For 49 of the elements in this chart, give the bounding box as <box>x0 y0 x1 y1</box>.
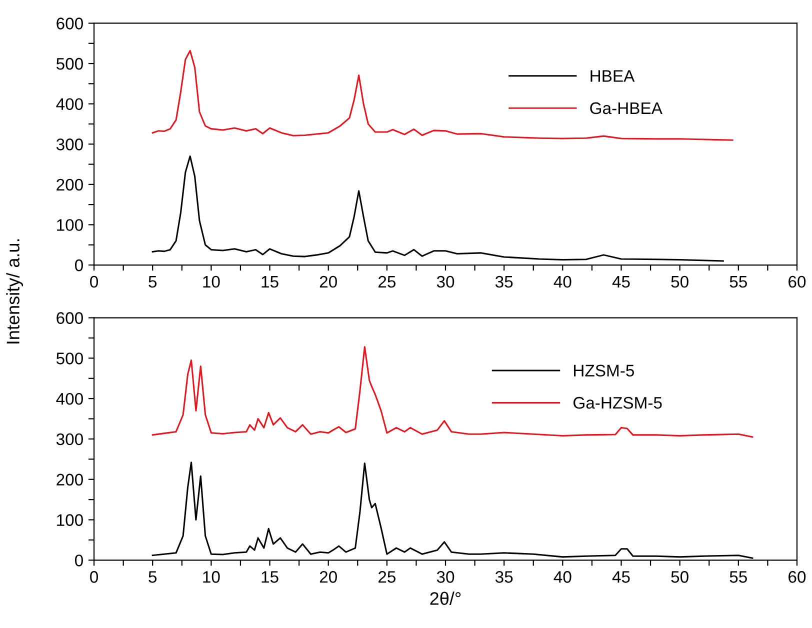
x-tick-label: 40 <box>554 276 572 288</box>
x-tick-label: 10 <box>203 276 220 288</box>
y-tick-label: 100 <box>57 514 83 526</box>
y-tick-label: 400 <box>56 392 83 405</box>
y-tick-label: 200 <box>56 178 83 191</box>
legend-label: Ga-HZSM-5 <box>574 396 662 409</box>
y-tick-label: 200 <box>56 474 83 486</box>
x-tick-label: 40 <box>554 571 572 583</box>
x-tick-label: 0 <box>90 571 98 583</box>
x-tick-label: 60 <box>788 571 806 583</box>
line-series <box>152 155 724 262</box>
y-axis-title: Intensity/ a.u. <box>6 239 24 344</box>
x-tick-label: 10 <box>203 571 220 583</box>
line-series <box>152 346 754 438</box>
y-tick-label: 100 <box>57 219 83 231</box>
x-tick-label: 15 <box>262 276 278 288</box>
legend-label: HBEA <box>590 70 635 82</box>
line-series <box>152 50 734 141</box>
x-tick-label: 25 <box>378 571 396 583</box>
x-tick-label: 30 <box>436 571 454 583</box>
x-tick-label: 55 <box>730 571 747 583</box>
y-tick-label: 500 <box>56 352 83 364</box>
legend-label: Ga-HBEA <box>590 102 662 114</box>
x-tick-label: 25 <box>378 276 396 288</box>
x-tick-label: 0 <box>90 276 98 288</box>
x-tick-label: 5 <box>148 276 157 288</box>
x-tick-label: 45 <box>612 276 630 288</box>
x-tick-label: 45 <box>612 571 630 583</box>
y-tick-label: 0 <box>74 554 83 566</box>
x-tick-label: 15 <box>262 571 278 583</box>
y-tick-label: 0 <box>74 259 83 272</box>
y-tick-label: 600 <box>56 18 83 30</box>
y-tick-label: 300 <box>56 433 83 446</box>
x-tick-label: 50 <box>671 571 688 583</box>
x-tick-label: 35 <box>495 276 513 288</box>
x-tick-label: 20 <box>320 571 337 583</box>
x-tick-label: 35 <box>495 571 513 583</box>
y-tick-label: 500 <box>56 58 83 70</box>
x-tick-label: 55 <box>730 276 747 288</box>
y-tick-label: 600 <box>56 312 83 324</box>
x-tick-label: 20 <box>320 276 337 288</box>
legend-label: HZSM-5 <box>574 364 634 377</box>
y-tick-label: 400 <box>56 98 83 110</box>
y-tick-label: 300 <box>56 138 83 150</box>
x-tick-label: 30 <box>436 276 454 288</box>
x-axis-title: 2θ/° <box>430 592 461 605</box>
x-tick-label: 5 <box>148 571 157 583</box>
x-tick-label: 60 <box>788 276 806 288</box>
x-tick-label: 50 <box>671 276 688 288</box>
